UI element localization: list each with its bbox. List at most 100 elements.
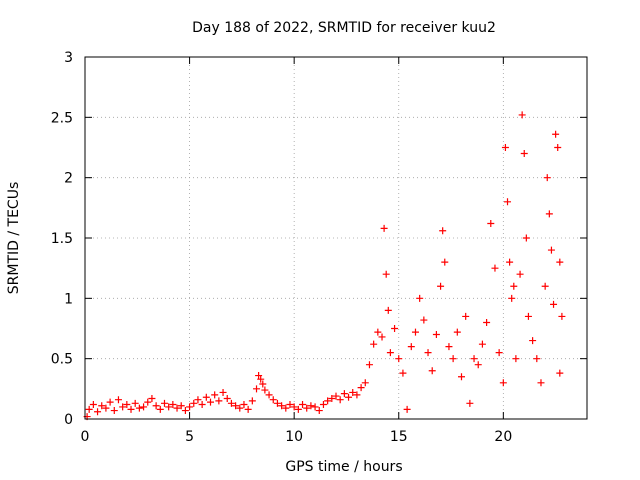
x-tick-label: 0 bbox=[81, 429, 90, 445]
data-point bbox=[474, 361, 482, 369]
data-point bbox=[504, 198, 512, 206]
data-point bbox=[411, 328, 419, 336]
data-point bbox=[324, 397, 332, 405]
y-axis-label: SRMTID / TECUs bbox=[6, 182, 22, 295]
data-point bbox=[543, 174, 551, 182]
data-point bbox=[240, 401, 248, 409]
data-point bbox=[508, 294, 516, 302]
data-point bbox=[416, 294, 424, 302]
data-point bbox=[512, 355, 520, 363]
data-point bbox=[478, 340, 486, 348]
data-point bbox=[232, 402, 240, 410]
data-point bbox=[106, 398, 114, 406]
data-point bbox=[510, 282, 518, 290]
data-point bbox=[547, 246, 555, 254]
x-axis-label: GPS time / hours bbox=[285, 459, 402, 475]
data-point bbox=[290, 403, 298, 411]
data-point bbox=[336, 396, 344, 404]
data-point bbox=[282, 404, 290, 412]
data-point bbox=[198, 401, 206, 409]
data-point bbox=[207, 398, 214, 406]
data-point bbox=[558, 312, 566, 320]
data-point bbox=[244, 405, 252, 413]
data-point bbox=[556, 258, 564, 266]
data-point bbox=[332, 392, 340, 400]
data-point bbox=[253, 385, 261, 393]
data-point bbox=[386, 349, 394, 357]
data-point bbox=[374, 328, 382, 336]
data-point bbox=[173, 404, 181, 412]
data-point bbox=[269, 396, 277, 404]
x-tick-label: 15 bbox=[390, 429, 408, 445]
x-axis-ticks: 0 5 10 15 20 bbox=[81, 57, 512, 445]
x-tick-label: 20 bbox=[494, 429, 512, 445]
data-point bbox=[483, 318, 491, 326]
data-point bbox=[181, 407, 189, 415]
data-point bbox=[345, 393, 353, 401]
y-tick-label: 3 bbox=[64, 50, 73, 66]
data-point bbox=[148, 394, 156, 402]
data-point bbox=[255, 372, 263, 380]
data-point bbox=[552, 130, 560, 138]
data-point bbox=[140, 403, 148, 411]
data-point bbox=[190, 399, 198, 407]
data-point bbox=[94, 408, 102, 416]
data-point bbox=[340, 390, 348, 398]
data-point bbox=[294, 405, 302, 413]
data-point bbox=[303, 404, 311, 412]
data-point bbox=[520, 150, 528, 158]
data-point bbox=[439, 227, 447, 235]
data-point bbox=[278, 402, 286, 410]
y-tick-label: 2.5 bbox=[51, 110, 73, 126]
data-point bbox=[550, 300, 558, 308]
data-point bbox=[259, 380, 267, 388]
data-point bbox=[227, 399, 235, 407]
data-point bbox=[378, 333, 386, 341]
data-point bbox=[160, 399, 168, 407]
data-point bbox=[177, 402, 185, 410]
data-point bbox=[223, 394, 231, 402]
data-point bbox=[211, 391, 219, 399]
data-point bbox=[215, 397, 223, 405]
data-point bbox=[533, 355, 541, 363]
y-axis-ticks: 0 0.5 1 1.5 2 2.5 3 bbox=[51, 50, 587, 428]
data-point bbox=[85, 405, 93, 413]
data-point bbox=[522, 234, 530, 242]
data-point bbox=[487, 220, 495, 228]
data-point bbox=[219, 388, 227, 396]
data-point bbox=[537, 379, 545, 387]
data-point bbox=[156, 405, 164, 413]
data-point bbox=[384, 306, 392, 314]
data-point bbox=[127, 405, 135, 413]
y-tick-label: 2 bbox=[64, 171, 73, 187]
data-point bbox=[311, 403, 319, 411]
data-point bbox=[524, 312, 532, 320]
data-point bbox=[407, 343, 415, 351]
data-point bbox=[495, 349, 503, 357]
data-point bbox=[518, 111, 526, 119]
data-point bbox=[123, 401, 131, 409]
data-point bbox=[114, 396, 122, 404]
data-point bbox=[353, 391, 361, 399]
y-tick-label: 1 bbox=[64, 291, 73, 307]
data-point bbox=[361, 379, 369, 387]
data-point bbox=[165, 403, 173, 411]
data-point bbox=[299, 401, 307, 409]
grid-lines bbox=[85, 57, 587, 419]
data-point bbox=[349, 388, 357, 396]
data-point bbox=[102, 404, 110, 412]
x-tick-label: 10 bbox=[285, 429, 303, 445]
data-point bbox=[186, 403, 194, 411]
data-point bbox=[152, 402, 160, 410]
data-point bbox=[453, 328, 461, 336]
data-point bbox=[491, 264, 499, 272]
data-point bbox=[399, 369, 407, 377]
data-point bbox=[315, 407, 323, 415]
data-point bbox=[110, 407, 118, 415]
data-point bbox=[437, 282, 445, 290]
data-point bbox=[466, 399, 474, 407]
y-tick-label: 1.5 bbox=[51, 231, 73, 247]
data-point bbox=[257, 375, 265, 383]
